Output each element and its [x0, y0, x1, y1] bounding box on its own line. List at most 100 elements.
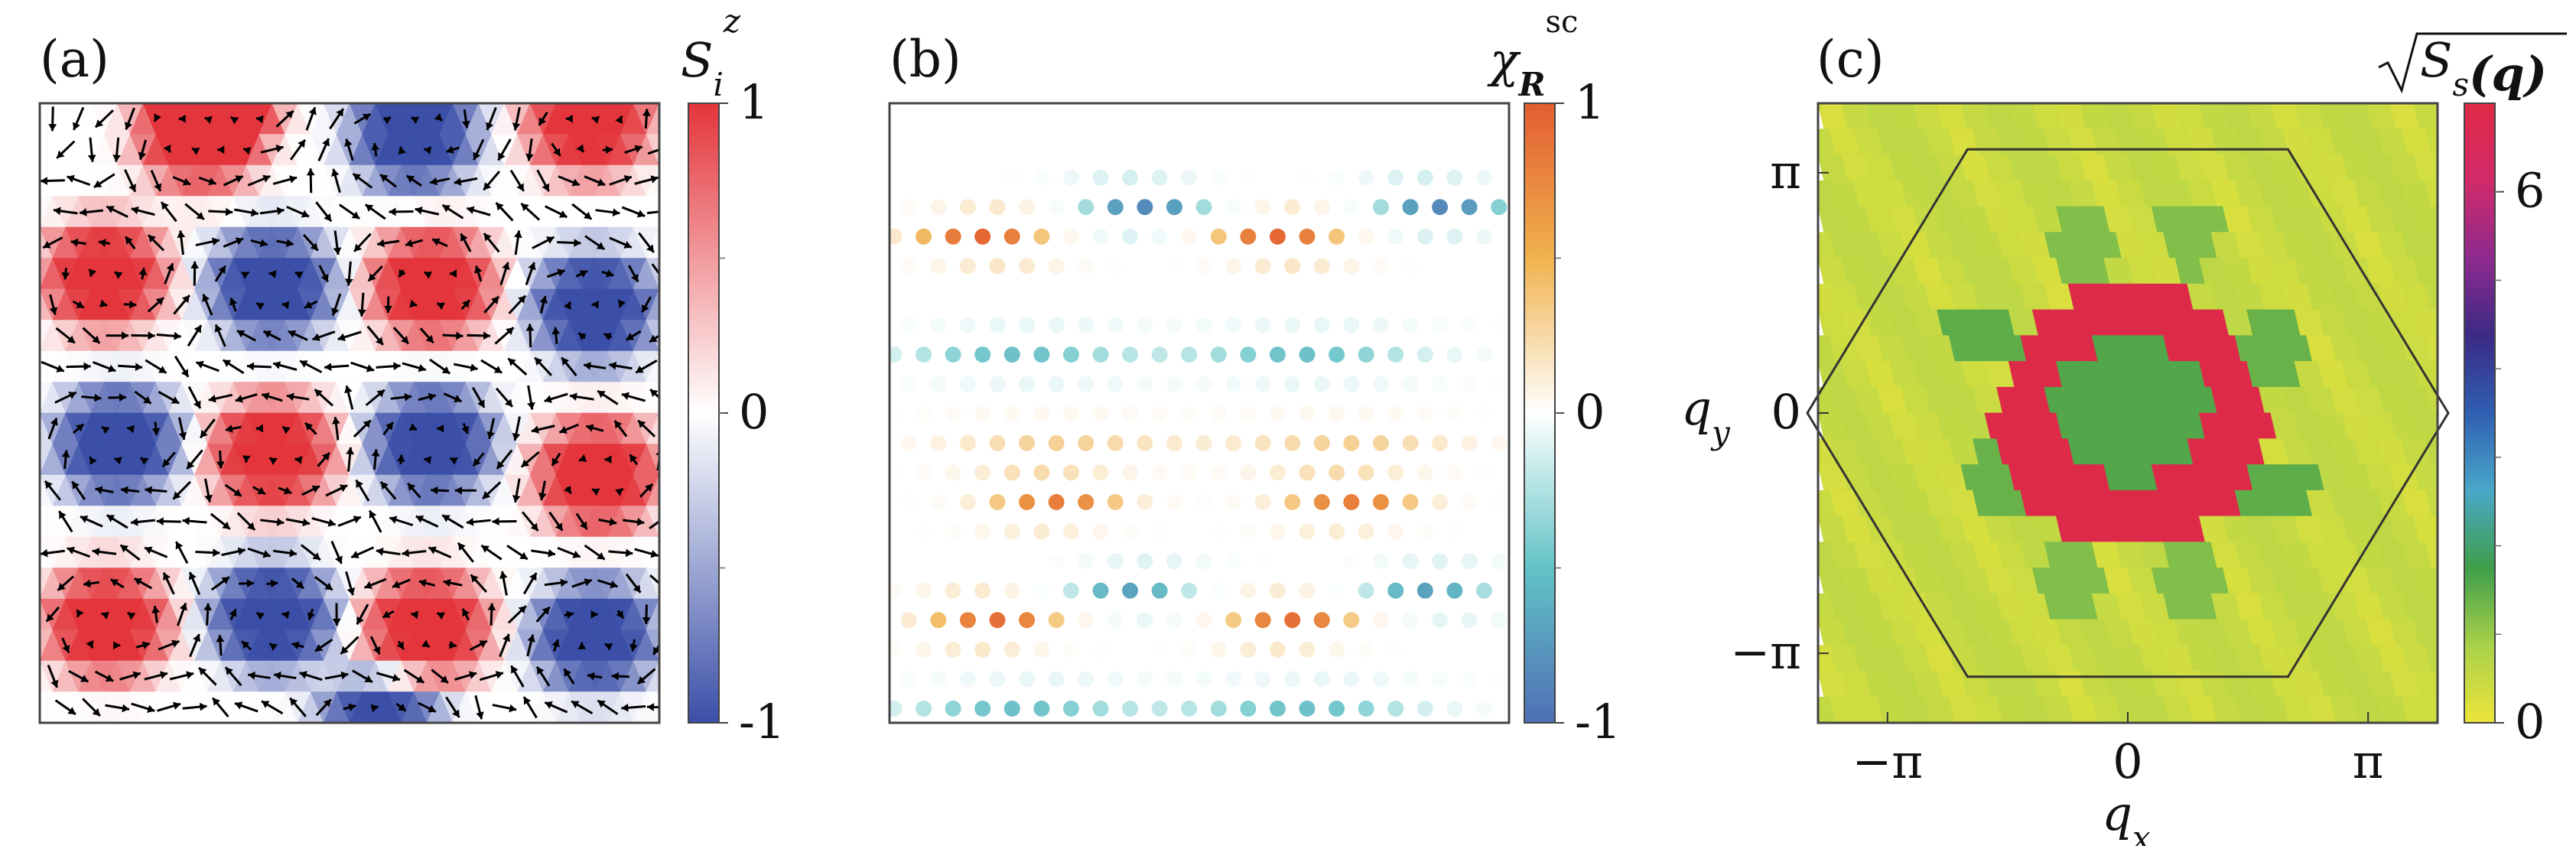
- spin-cell: [259, 723, 285, 754]
- sc-site: [945, 288, 961, 304]
- spin-cell: [659, 475, 685, 506]
- spin-cell: [517, 723, 543, 754]
- spin-cell: [14, 289, 40, 320]
- spin-cell: [14, 165, 40, 197]
- sc-site: [1049, 317, 1065, 333]
- sc-site: [1137, 199, 1153, 215]
- sc-site: [1417, 170, 1433, 186]
- sc-site: [1107, 140, 1124, 156]
- spin-cell: [14, 351, 40, 382]
- sc-site: [1373, 553, 1389, 569]
- colorbar-a-title: Siz: [681, 2, 741, 103]
- sc-site: [1152, 701, 1168, 717]
- sc-site: [1284, 140, 1300, 156]
- sc-site: [1403, 612, 1419, 628]
- sc-site: [974, 583, 990, 599]
- spin-cell: [285, 723, 311, 754]
- sc-site: [1403, 435, 1419, 451]
- sc-site: [1462, 199, 1478, 215]
- sc-site: [1122, 170, 1138, 186]
- spin-arrowhead: [661, 584, 668, 591]
- spin-cell: [659, 692, 685, 724]
- sc-site: [1196, 258, 1212, 274]
- sc-site: [1093, 405, 1109, 421]
- sc-site: [1314, 317, 1330, 333]
- sc-site: [1078, 612, 1094, 628]
- colorbar-tick-label: 0: [1575, 384, 1605, 440]
- sc-site: [1004, 701, 1020, 717]
- sc-site: [960, 199, 976, 215]
- sc-site: [1107, 671, 1124, 687]
- sc-site: [1049, 494, 1065, 510]
- sc-site: [1033, 464, 1049, 480]
- sc-site: [1049, 435, 1065, 451]
- sc-site: [1033, 642, 1049, 658]
- sc-site: [1019, 553, 1035, 569]
- sc-site: [1122, 111, 1138, 127]
- sc-site: [1107, 435, 1124, 451]
- sc-site: [1491, 199, 1507, 215]
- spin-cell: [659, 197, 685, 228]
- sc-site: [1211, 464, 1227, 480]
- sc-site: [1181, 111, 1197, 127]
- sc-site: [1225, 435, 1241, 451]
- sc-site: [1476, 583, 1492, 599]
- sc-site: [1387, 583, 1403, 599]
- sc-site: [1476, 524, 1492, 540]
- sc-site: [1240, 701, 1256, 717]
- spin-cell: [659, 444, 685, 476]
- x-tick-label: 0: [2113, 734, 2142, 789]
- sc-site: [1373, 494, 1389, 510]
- sc-site: [1343, 317, 1359, 333]
- y-tick-label: 0: [1771, 384, 1801, 440]
- sc-site: [1387, 170, 1403, 186]
- sc-site: [990, 612, 1006, 628]
- sc-site: [960, 671, 976, 687]
- sc-site: [1063, 170, 1079, 186]
- sc-site: [990, 199, 1006, 215]
- spin-cell: [92, 723, 118, 754]
- sc-site: [1358, 229, 1374, 245]
- sc-site: [974, 288, 990, 304]
- sc-site: [1387, 464, 1403, 480]
- sc-site: [1122, 229, 1138, 245]
- sc-site: [1284, 435, 1300, 451]
- spin-cell: [53, 723, 79, 754]
- y-tick-label: π: [1770, 144, 1801, 200]
- sc-site: [1255, 612, 1271, 628]
- sc-site: [916, 288, 932, 304]
- sc-site: [1403, 140, 1419, 156]
- sc-site: [1358, 170, 1374, 186]
- sc-site: [916, 229, 932, 245]
- sc-site: [1299, 405, 1316, 421]
- spin-cell: [582, 723, 608, 754]
- colorbar-a-ticks: 10-1: [719, 74, 785, 750]
- spin-cell: [659, 723, 685, 754]
- sc-site: [901, 671, 917, 687]
- colorbar-tick-label: 1: [1575, 74, 1605, 130]
- sc-site: [1063, 642, 1079, 658]
- sc-site: [1270, 405, 1286, 421]
- sc-site: [901, 258, 917, 274]
- sc-site: [916, 405, 932, 421]
- sc-site: [990, 671, 1006, 687]
- sc-site: [1358, 346, 1374, 363]
- spin-cell: [659, 537, 685, 568]
- sc-site: [1387, 288, 1403, 304]
- sc-site: [1343, 199, 1359, 215]
- sc-site: [1211, 524, 1227, 540]
- panel-c-label: (c): [1817, 30, 1884, 89]
- sc-site: [930, 140, 946, 156]
- sc-site: [960, 258, 976, 274]
- sc-site: [1033, 170, 1049, 186]
- sc-site: [1432, 140, 1448, 156]
- y-tick-label: −π: [1730, 624, 1801, 680]
- sc-site: [1181, 405, 1197, 421]
- sc-site: [1225, 494, 1241, 510]
- spin-cell: [350, 723, 376, 754]
- sc-site: [1476, 464, 1492, 480]
- sc-site: [1152, 583, 1168, 599]
- sc-site: [990, 140, 1006, 156]
- sc-site: [901, 612, 917, 628]
- sc-site: [1432, 199, 1448, 215]
